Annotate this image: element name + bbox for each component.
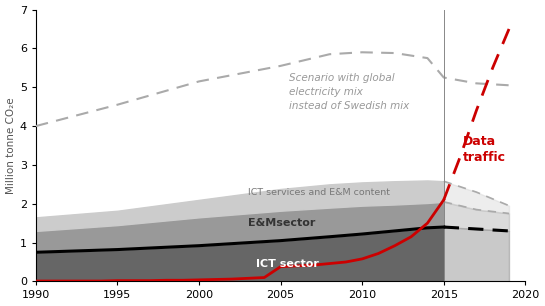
Text: ICT services and E&M content: ICT services and E&M content <box>248 188 390 197</box>
Text: Data
traffic: Data traffic <box>463 135 506 164</box>
Text: E&Msector: E&Msector <box>248 218 316 228</box>
Y-axis label: Million tonne CO₂e: Million tonne CO₂e <box>5 97 16 194</box>
Text: Scenario with global
electricity mix
instead of Swedish mix: Scenario with global electricity mix ins… <box>289 73 409 110</box>
Text: ICT sector: ICT sector <box>256 259 319 269</box>
